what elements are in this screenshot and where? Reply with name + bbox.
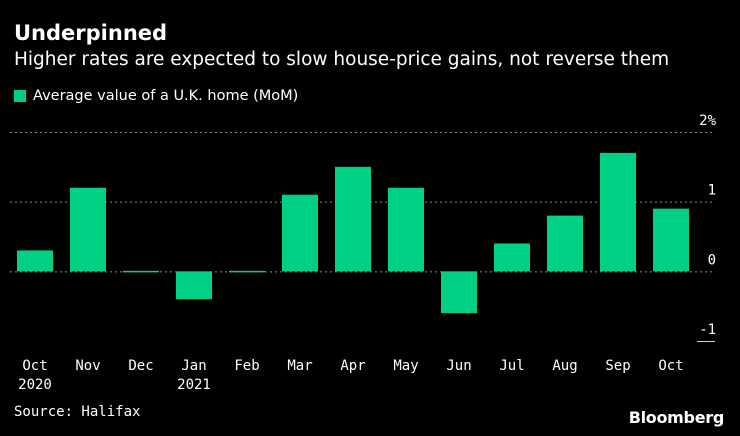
x-tick-year-label: 2020 [18,377,52,393]
x-tick-label: Oct [658,358,683,374]
x-tick-label: Nov [75,358,100,374]
bar [388,187,424,272]
bar [17,250,53,272]
bar [335,166,371,272]
bar [282,194,318,272]
y-tick-label: 0 [708,252,716,268]
x-tick-label: May [393,358,418,374]
x-tick-label: Aug [552,358,577,374]
bar [229,270,265,273]
x-tick-label: Apr [340,358,365,374]
legend-label: Average value of a U.K. home (MoM) [33,88,299,104]
y-tick-label: 2% [699,113,716,129]
x-tick-label: Feb [234,358,259,374]
bar [176,271,212,300]
chart-title: Underpinned [14,21,168,45]
x-tick-year-label: 2021 [177,377,211,393]
bar [653,208,689,272]
bar [600,152,636,272]
x-tick-label: Sep [605,358,630,374]
x-tick-label: Dec [128,358,153,374]
x-tick-label: Mar [287,358,312,374]
y-tick-label: 1 [708,183,716,199]
source-note: Source: Halifax [14,404,141,420]
bar [494,243,530,272]
bar [441,271,477,314]
bar [123,270,159,273]
bar [70,187,106,272]
bar [547,215,583,272]
legend-swatch [14,90,26,102]
legend: Average value of a U.K. home (MoM) [14,87,298,105]
y-tick-label: -1 [699,322,716,338]
x-tick-label: Jun [446,358,471,374]
bloomberg-logo: Bloomberg [628,408,725,427]
x-tick-label: Jan [181,358,206,374]
chart-subtitle: Higher rates are expected to slow house-… [14,49,670,70]
x-tick-label: Oct [22,358,47,374]
x-tick-label: Jul [499,358,524,374]
